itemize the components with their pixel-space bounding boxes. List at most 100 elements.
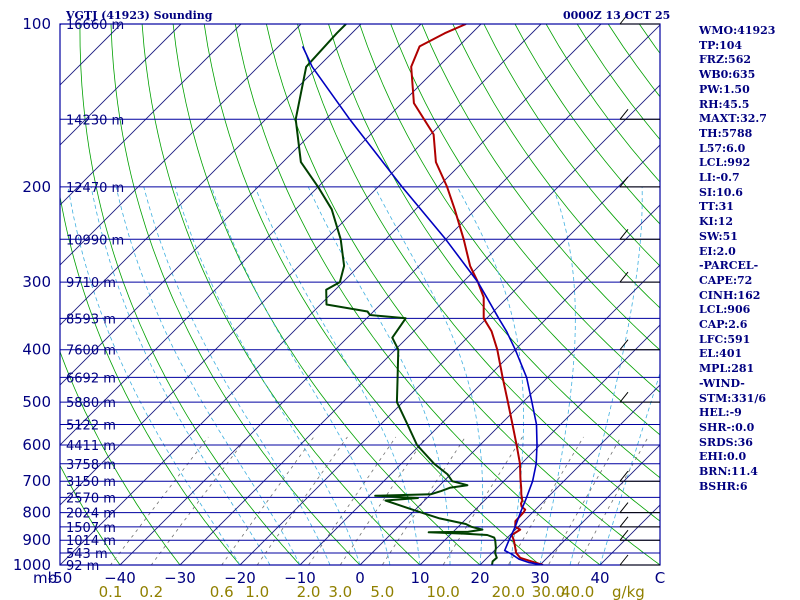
- mixing-ratio-tick-label: 0.2: [139, 583, 163, 600]
- mixing-ratio-line: [256, 436, 348, 565]
- isotherm: [60, 24, 242, 206]
- index-line: WMO:41923: [699, 24, 776, 37]
- moist-adiabat: [569, 186, 643, 565]
- wind-barb-flag: [619, 470, 629, 482]
- index-line: LCL:906: [699, 303, 751, 317]
- sounding-curves: [294, 24, 544, 565]
- height-label: 3150 m: [66, 475, 116, 490]
- index-line: TH:5788: [699, 126, 753, 140]
- dry-adiabat: [297, 24, 660, 522]
- dry-adiabat: [79, 24, 301, 565]
- mixing-ratio-tick-label: 3.0: [328, 583, 352, 600]
- isotherm: [60, 24, 482, 446]
- wind-barb-flag: [619, 339, 629, 351]
- pressure-label: 100: [22, 15, 51, 33]
- isotherm: [119, 24, 660, 565]
- dry-adiabat: [60, 350, 181, 565]
- dry-adiabat: [60, 194, 241, 565]
- dry-adiabat: [359, 24, 660, 436]
- wind-barb-flag: [619, 529, 629, 541]
- temperature-tick-label: 30: [530, 569, 549, 587]
- pressure-label: 900: [22, 531, 51, 549]
- dry-adiabat: [60, 464, 121, 565]
- index-line: KI:12: [699, 215, 734, 229]
- background-grid: [60, 24, 660, 565]
- wind-barb-flag: [619, 271, 629, 283]
- sounding-title: VGTJ (41923) Sounding: [66, 9, 213, 22]
- pressure-label: 300: [22, 273, 51, 291]
- mixing-ratio-tick-label: 30.0: [532, 583, 565, 600]
- dry-adiabat: [110, 24, 361, 565]
- temperature-tick-label: 20: [470, 569, 489, 587]
- mixing-ratio-line: [381, 436, 466, 565]
- index-line: -WIND-: [699, 376, 745, 390]
- dewpoint-profile: [294, 24, 498, 565]
- wind-barb-flag: [619, 391, 629, 403]
- index-line: BRN:11.4: [699, 465, 758, 479]
- index-line: MAXT:32.7: [699, 112, 767, 126]
- index-line: WB0:635: [699, 68, 756, 82]
- height-label: 4411 m: [66, 439, 116, 454]
- height-label: 3758 m: [66, 458, 116, 473]
- xlabel: mb: [33, 569, 57, 587]
- index-line: CAP:2.6: [699, 318, 748, 332]
- height-label: 9710 m: [66, 276, 116, 291]
- height-label: 10990 m: [66, 233, 124, 248]
- height-label: 92 m: [66, 559, 99, 574]
- mixing-ratio-tick-label: 10.0: [426, 583, 459, 600]
- mixing-ratio-tick-label: 0.1: [99, 583, 123, 600]
- dry-adiabat: [390, 24, 660, 393]
- temperature-profile: [410, 24, 544, 565]
- index-line: LFC:591: [699, 332, 751, 346]
- height-label: 1507 m: [66, 521, 116, 536]
- mixing-ratio-line: [442, 436, 523, 565]
- isotherm: [359, 264, 660, 565]
- pressure-label: 400: [22, 341, 51, 359]
- wind-barb-flag: [619, 13, 629, 25]
- temperature-tick-label: -50: [48, 569, 73, 587]
- moist-adiabat: [457, 186, 524, 565]
- mixing-ratio-line: [308, 436, 397, 565]
- isotherm: [479, 384, 660, 565]
- height-label: 8593 m: [66, 312, 116, 327]
- pressure-label: 600: [22, 436, 51, 454]
- mixing-ratio-line: [507, 436, 584, 565]
- index-line: EHI:0.0: [699, 450, 747, 464]
- index-line: TT:31: [699, 200, 734, 214]
- wind-barb-flag: [619, 554, 629, 566]
- index-line: BSHR:6: [699, 479, 748, 493]
- temperature-tick-label: −30: [164, 569, 196, 587]
- index-line: PW:1.50: [699, 82, 750, 96]
- mixing-ratio-tick-label: 1.0: [245, 583, 269, 600]
- dry-adiabat: [452, 24, 660, 309]
- index-line: SRDS:36: [699, 435, 753, 449]
- temperature-tick-label: 10: [410, 569, 429, 587]
- index-line: TP:104: [699, 38, 743, 52]
- index-line: HEL:-9: [699, 406, 742, 420]
- isotherm: [419, 324, 660, 565]
- wind-barb-flag: [619, 176, 629, 188]
- height-label: 2570 m: [66, 491, 116, 506]
- index-line: LCL:992: [699, 156, 751, 170]
- isotherm: [239, 144, 660, 565]
- isotherm: [539, 444, 660, 565]
- isotherm: [60, 24, 302, 266]
- temperature-tick-label: 40: [590, 569, 609, 587]
- height-label: 5880 m: [66, 396, 116, 411]
- dry-adiabat: [172, 24, 481, 565]
- temperature-tick-label: 0: [355, 569, 365, 587]
- height-label: 16660 m: [66, 18, 124, 33]
- isotherm: [60, 24, 182, 146]
- mixing-ratio-tick-label: 20.0: [492, 583, 525, 600]
- index-line: SHR-:0.0: [699, 420, 755, 434]
- wind-barb-flag: [619, 516, 629, 528]
- parcel-profile: [301, 46, 544, 565]
- height-label: 12470 m: [66, 181, 124, 196]
- dry-adiabat: [483, 24, 660, 267]
- isotherm: [60, 24, 422, 386]
- isotherm: [179, 84, 660, 565]
- isotherm: [60, 24, 542, 506]
- isotherm: [299, 204, 660, 565]
- index-line: CINH:162: [699, 288, 761, 302]
